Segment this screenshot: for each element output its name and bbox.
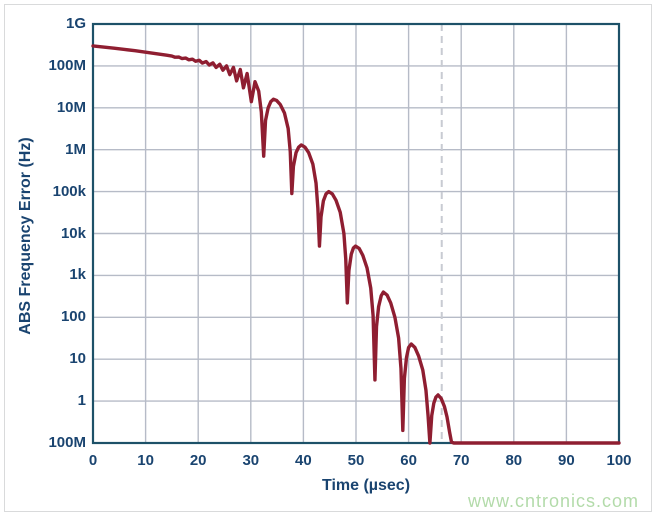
y-tick-label: 10k xyxy=(60,224,86,242)
x-tick-label: 60 xyxy=(400,452,417,469)
y-tick-label: 100 xyxy=(60,308,86,326)
watermark-text: www.cntronics.com xyxy=(468,491,640,511)
y-tick-label: 1M xyxy=(65,140,86,158)
x-tick-label: 50 xyxy=(347,452,365,469)
x-tick-label: 40 xyxy=(295,452,312,469)
plot-border xyxy=(91,22,621,445)
x-tick-label: 30 xyxy=(242,452,260,469)
y-tick-label: 1k xyxy=(69,266,86,284)
y-axis-title: ABS Frequency Error (Hz) xyxy=(17,137,34,335)
y-tick-label: 1 xyxy=(77,392,86,410)
x-tick-label: 20 xyxy=(189,452,207,469)
grid-lines xyxy=(93,24,619,443)
y-tick-label: 10 xyxy=(69,350,86,368)
y-tick-label: 100k xyxy=(52,182,86,200)
y-tick-label: 10M xyxy=(56,98,86,116)
x-tick-label: 80 xyxy=(505,452,523,469)
x-tick-label: 100 xyxy=(606,452,632,469)
x-tick-label: 0 xyxy=(88,452,98,469)
y-tick-label: 1G xyxy=(65,15,86,32)
x-axis-title: Time (µsec) xyxy=(321,477,411,494)
x-tick-label: 10 xyxy=(137,452,154,469)
y-tick-label: 100M xyxy=(48,56,86,74)
y-tick-label: 100M xyxy=(48,434,86,451)
x-tick-label: 90 xyxy=(558,452,575,469)
settling-curve xyxy=(91,44,621,445)
x-tick-label: 70 xyxy=(452,452,470,469)
